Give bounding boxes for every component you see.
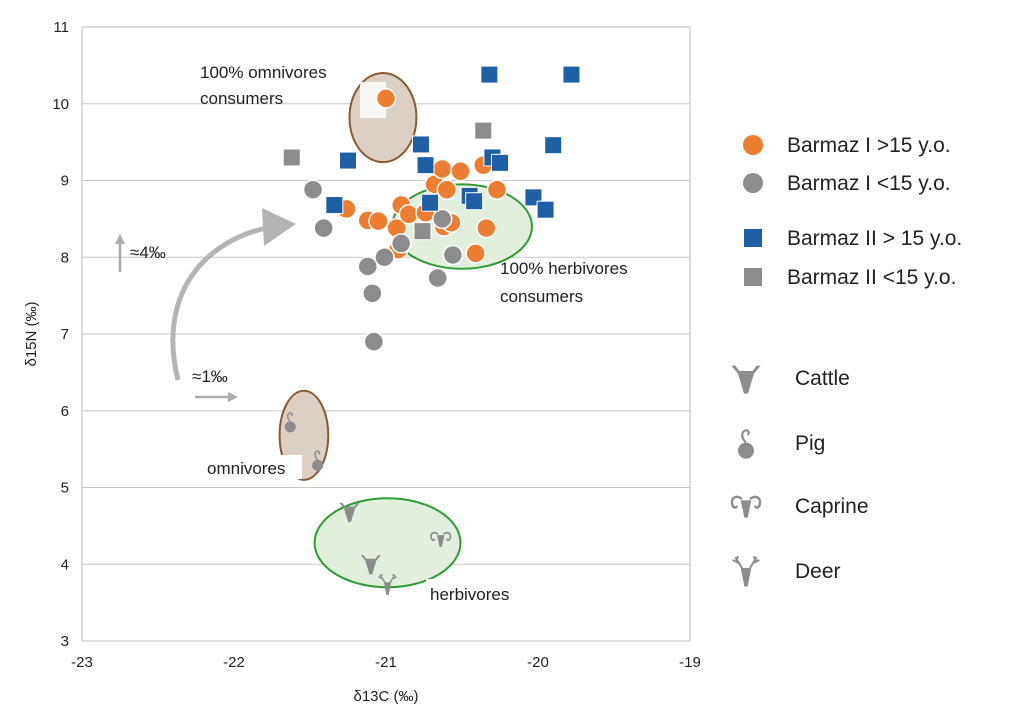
annotation-delta-n: ≈4‰ [130,243,166,262]
legend-label: Barmaz II > 15 y.o. [787,227,962,250]
x-tick-label: -23 [71,654,93,671]
data-point [450,161,471,182]
y-tick-label: 5 [61,480,69,497]
data-point [313,217,334,239]
pig-icon [736,429,756,460]
y-tick-label: 4 [61,556,69,573]
y-tick-label: 11 [53,19,69,36]
data-point [357,256,379,277]
y-tick-label: 9 [61,173,69,190]
legend-marker [743,135,763,155]
fauna-legend-label: Pig [795,432,825,455]
fauna-legend-label: Caprine [795,495,869,518]
x-tick-label: -20 [527,654,549,671]
caprine-icon [730,495,762,519]
annotation-omnivores: omnivores [207,459,285,478]
y-axis-title: δ15N (‰) [23,301,40,366]
data-point [562,65,581,84]
data-point [431,158,453,180]
x-tick-label: -19 [679,654,701,671]
data-point [465,243,486,264]
annotation-herb-consumers-line2: consumers [500,287,583,306]
data-point [368,210,389,232]
data-point [282,148,301,167]
legend: Barmaz I >15 y.o. Barmaz I <15 y.o. Barmaz… [743,134,962,289]
data-point [491,153,509,172]
annotation-delta-c: ≈1‰ [192,367,228,386]
deer-icon [731,556,761,588]
group-ellipse [313,497,462,589]
data-point [411,135,430,154]
data-point [436,179,458,200]
large-curved-arrow [170,223,276,381]
legend-marker [743,173,763,193]
legend-marker [744,268,762,286]
data-point [442,244,464,266]
x-axis-ticks: -23 -22 -21 -20 -19 [71,654,701,671]
annotation-herb-consumers-line1: 100% herbivores [500,259,628,278]
annotation-omni-consumers-line2: consumers [200,89,283,108]
y-tick-label: 7 [61,326,69,343]
x-axis-title: δ13C (‰) [353,688,418,705]
legend-label: Barmaz I <15 y.o. [787,172,951,195]
large-curved-arrow-head [262,208,296,246]
x-tick-label: -21 [375,654,397,671]
data-point [427,267,448,289]
data-point [413,222,432,241]
data-point [302,179,324,200]
data-point [544,136,563,155]
legend-label: Barmaz I >15 y.o. [787,134,951,157]
data-point [465,192,484,211]
fauna-legend: Cattle Pig Caprine Deer [730,365,869,588]
y-tick-label: 3 [61,633,69,650]
cattle-icon [731,365,761,394]
annotation-omni-consumers-line1: 100% omnivores [200,63,327,82]
fauna-legend-label: Cattle [795,367,850,390]
annotation-omnivores-bg [204,455,302,479]
y-tick-label: 10 [52,96,69,113]
data-point [486,179,508,200]
data-point [480,65,499,84]
data-point [536,200,555,219]
legend-label: Barmaz II <15 y.o. [787,266,956,289]
data-point [375,88,397,109]
data-point [325,196,344,215]
annotation-herbivores-bg [426,579,524,605]
x-tick-label: -22 [223,654,245,671]
data-point [390,233,412,254]
data-point [374,247,395,268]
y-tick-label: 8 [61,249,69,266]
data-point [431,208,453,230]
annotations: 100% omnivores consumers 100% herbivores… [130,63,628,605]
human-points [282,65,581,352]
y-axis-ticks: 3 4 5 6 7 8 9 10 11 [52,19,69,650]
data-point [362,283,383,304]
data-point [363,331,385,352]
plot-frame [81,26,691,642]
data-point [421,193,440,212]
y-tick-label: 6 [61,403,69,420]
data-point [416,156,435,175]
legend-marker [744,229,762,247]
data-point [339,151,357,170]
data-point [476,217,497,239]
annotation-herbivores: herbivores [430,585,509,604]
data-point [474,121,493,140]
fauna-legend-label: Deer [795,560,841,583]
